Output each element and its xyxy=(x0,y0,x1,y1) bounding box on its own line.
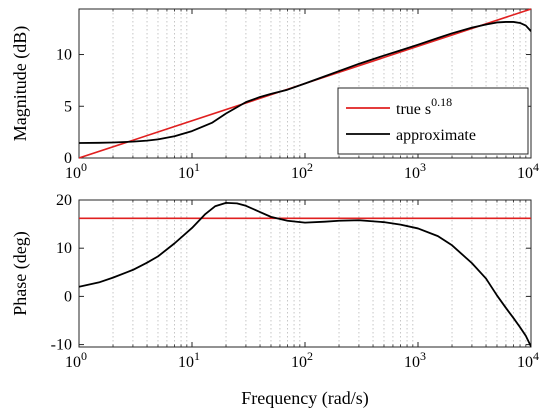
magnitude-x-tick-label: 100 xyxy=(65,160,87,182)
magnitude-x-tick-label: 102 xyxy=(291,160,313,182)
legend-entry-sup: 0.18 xyxy=(431,95,452,109)
phase-x-tick-label: 100 xyxy=(65,349,87,371)
magnitude-x-tick-exp: 3 xyxy=(420,160,426,174)
phase-x-tick-label: 103 xyxy=(404,349,426,371)
legend-box xyxy=(337,87,529,155)
phase-x-tick-label: 102 xyxy=(291,349,313,371)
phase-x-tick-label: 104 xyxy=(517,349,539,371)
magnitude-x-tick-exp: 4 xyxy=(533,160,539,174)
magnitude-y-tick-label: 5 xyxy=(64,98,72,115)
magnitude-legend: true s0.18 approximate xyxy=(337,87,529,155)
phase-y-axis-label: Phase (deg) xyxy=(10,231,31,315)
phase-x-tick-exp: 3 xyxy=(420,349,426,363)
phase-x-tick-label: 101 xyxy=(178,349,200,371)
magnitude-y-tick-label: 10 xyxy=(56,47,72,64)
magnitude-y-axis-label: Magnitude (dB) xyxy=(10,26,31,141)
phase-ticks xyxy=(78,199,532,347)
phase-x-tick-base: 10 xyxy=(178,354,194,371)
magnitude-x-tick-label: 103 xyxy=(404,160,426,182)
magnitude-x-tick-base: 10 xyxy=(178,165,194,182)
magnitude-x-tick-base: 10 xyxy=(517,165,533,182)
magnitude-x-tick-exp: 2 xyxy=(307,160,313,174)
phase-x-tick-base: 10 xyxy=(65,354,81,371)
magnitude-x-tick-exp: 0 xyxy=(81,160,87,174)
phase-grid xyxy=(112,200,527,347)
magnitude-x-tick-base: 10 xyxy=(291,165,307,182)
phase-x-tick-base: 10 xyxy=(291,354,307,371)
phase-y-tick-label: -10 xyxy=(51,337,72,354)
magnitude-x-tick-label: 101 xyxy=(178,160,200,182)
magnitude-approximate-response-line xyxy=(79,21,531,144)
phase-x-tick-base: 10 xyxy=(517,354,533,371)
phase-y-tick-label: 0 xyxy=(64,288,72,305)
magnitude-x-tick-base: 10 xyxy=(65,165,81,182)
legend-entry: approximate xyxy=(396,127,476,144)
legend-entry-text: approximate xyxy=(396,127,476,144)
legend-entry: true s0.18 xyxy=(396,95,452,118)
magnitude-x-tick-exp: 1 xyxy=(194,160,200,174)
phase-x-tick-exp: 2 xyxy=(307,349,313,363)
phase-y-tick-label: 10 xyxy=(56,240,72,257)
magnitude-x-tick-base: 10 xyxy=(404,165,420,182)
phase-plot-area xyxy=(79,200,531,347)
phase-x-tick-exp: 1 xyxy=(194,349,200,363)
phase-x-tick-base: 10 xyxy=(404,354,420,371)
magnitude-x-tick-label: 104 xyxy=(517,160,539,182)
phase-y-tick-label: 20 xyxy=(56,192,72,209)
legend-entry-text: true s xyxy=(396,101,431,118)
phase-x-tick-exp: 0 xyxy=(81,349,87,363)
phase-x-axis-label: Frequency (rad/s) xyxy=(241,388,368,409)
phase-x-tick-exp: 4 xyxy=(533,349,539,363)
magnitude-y-tick-label: 0 xyxy=(64,150,72,167)
phase-approximate-response-line xyxy=(79,201,531,347)
